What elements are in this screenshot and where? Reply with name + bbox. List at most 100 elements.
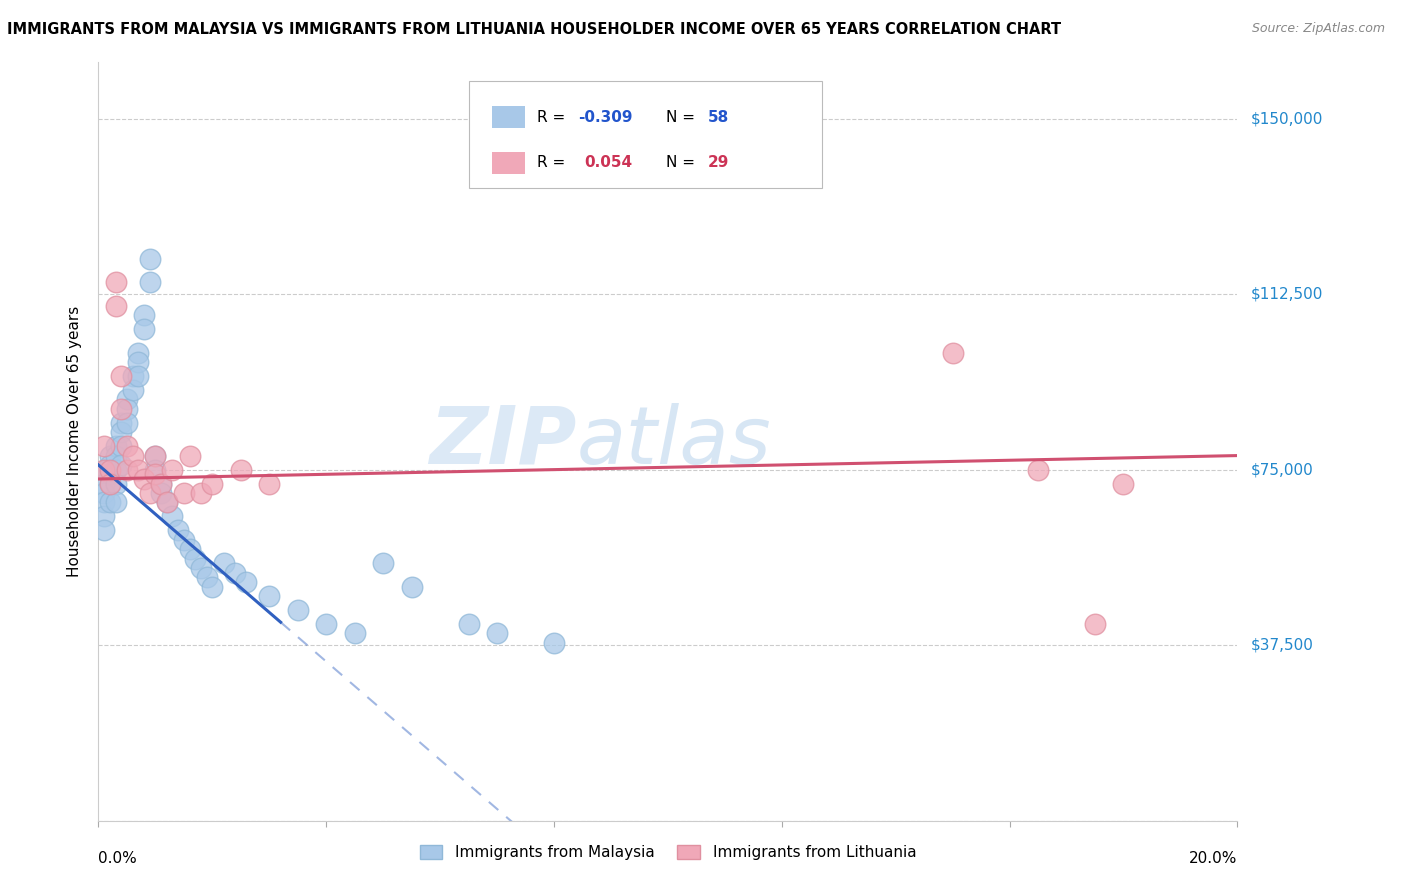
Point xyxy=(1026,462,1049,476)
Text: $75,000: $75,000 xyxy=(1251,462,1315,477)
Point xyxy=(132,308,155,322)
Legend: Immigrants from Malaysia, Immigrants from Lithuania: Immigrants from Malaysia, Immigrants fro… xyxy=(413,838,922,866)
Text: Source: ZipAtlas.com: Source: ZipAtlas.com xyxy=(1251,22,1385,36)
Point xyxy=(195,570,218,584)
Point xyxy=(287,603,309,617)
Point xyxy=(127,355,149,369)
Text: R =: R = xyxy=(537,110,569,125)
Point xyxy=(138,252,160,266)
Text: 0.054: 0.054 xyxy=(585,155,633,170)
Point xyxy=(93,462,115,476)
Point xyxy=(190,486,212,500)
Point xyxy=(98,462,121,476)
Point xyxy=(93,509,115,524)
Point xyxy=(150,476,173,491)
Point xyxy=(104,276,127,290)
Text: atlas: atlas xyxy=(576,402,772,481)
Text: 29: 29 xyxy=(707,155,730,170)
Point xyxy=(150,476,173,491)
Y-axis label: Householder Income Over 65 years: Householder Income Over 65 years xyxy=(67,306,83,577)
Text: 20.0%: 20.0% xyxy=(1189,851,1237,866)
Point xyxy=(115,462,138,476)
Point xyxy=(93,495,115,509)
Point xyxy=(93,524,115,538)
Point xyxy=(110,425,132,440)
Point xyxy=(121,449,143,463)
Point xyxy=(179,449,201,463)
Text: N =: N = xyxy=(665,110,699,125)
Point xyxy=(1084,617,1107,632)
Point xyxy=(145,449,167,463)
Point xyxy=(162,462,184,476)
Point xyxy=(229,462,252,476)
Point xyxy=(201,476,224,491)
Point xyxy=(127,462,149,476)
Point xyxy=(115,392,138,407)
Point xyxy=(201,580,224,594)
FancyBboxPatch shape xyxy=(492,152,526,174)
Point xyxy=(110,439,132,453)
Point xyxy=(179,542,201,557)
Point xyxy=(942,345,965,359)
Point xyxy=(173,533,195,547)
Point xyxy=(145,467,167,482)
Point xyxy=(127,369,149,384)
Point xyxy=(132,472,155,486)
Point xyxy=(150,486,173,500)
FancyBboxPatch shape xyxy=(492,106,526,128)
Point xyxy=(145,462,167,476)
Point xyxy=(224,566,246,580)
Point xyxy=(121,383,143,397)
Point xyxy=(138,276,160,290)
Point xyxy=(98,467,121,482)
Point xyxy=(156,495,179,509)
Point xyxy=(373,556,395,570)
Point xyxy=(104,476,127,491)
Text: -0.309: -0.309 xyxy=(578,110,633,125)
Point xyxy=(93,439,115,453)
Point xyxy=(98,476,121,491)
Point xyxy=(110,416,132,430)
Text: $150,000: $150,000 xyxy=(1251,112,1323,126)
Text: 0.0%: 0.0% xyxy=(98,851,138,866)
Point xyxy=(235,574,257,589)
Point xyxy=(212,556,235,570)
Point xyxy=(127,345,149,359)
Point xyxy=(98,449,121,463)
Point xyxy=(104,462,127,476)
Point xyxy=(104,495,127,509)
Point xyxy=(104,439,127,453)
FancyBboxPatch shape xyxy=(468,81,821,187)
Text: $37,500: $37,500 xyxy=(1251,638,1315,653)
Point xyxy=(486,626,509,640)
Text: $112,500: $112,500 xyxy=(1251,286,1323,301)
Point xyxy=(110,401,132,416)
Text: IMMIGRANTS FROM MALAYSIA VS IMMIGRANTS FROM LITHUANIA HOUSEHOLDER INCOME OVER 65: IMMIGRANTS FROM MALAYSIA VS IMMIGRANTS F… xyxy=(7,22,1062,37)
Point xyxy=(104,299,127,313)
Point xyxy=(145,449,167,463)
Point xyxy=(104,449,127,463)
Point xyxy=(1112,476,1135,491)
Point xyxy=(98,476,121,491)
Point xyxy=(98,495,121,509)
Point xyxy=(401,580,423,594)
Point xyxy=(259,476,281,491)
Text: 58: 58 xyxy=(707,110,728,125)
Point xyxy=(184,551,207,566)
Point xyxy=(115,416,138,430)
Point xyxy=(93,486,115,500)
Point xyxy=(190,561,212,575)
Point xyxy=(98,458,121,472)
Point xyxy=(121,369,143,384)
Point xyxy=(162,509,184,524)
Point xyxy=(132,322,155,336)
Point xyxy=(343,626,366,640)
Point xyxy=(93,462,115,476)
Point xyxy=(259,589,281,603)
Point xyxy=(110,458,132,472)
Text: ZIP: ZIP xyxy=(429,402,576,481)
Point xyxy=(167,524,190,538)
Point xyxy=(457,617,479,632)
Point xyxy=(138,486,160,500)
Point xyxy=(93,476,115,491)
